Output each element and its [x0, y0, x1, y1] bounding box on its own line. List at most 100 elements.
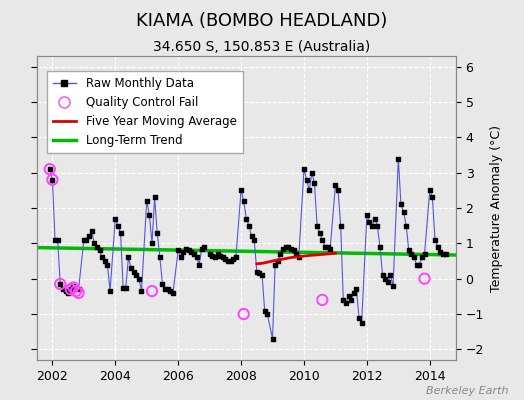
Point	[48, 176, 57, 183]
Point	[88, 228, 96, 234]
Point	[114, 222, 122, 229]
Point	[163, 286, 172, 292]
Point	[279, 246, 287, 252]
Point	[397, 201, 405, 208]
Point	[268, 336, 277, 342]
Point	[287, 246, 295, 252]
Point	[150, 194, 159, 200]
Point	[357, 320, 366, 326]
Point	[420, 251, 429, 257]
Point	[339, 297, 347, 303]
Point	[61, 288, 70, 294]
Point	[93, 244, 101, 250]
Point	[69, 284, 78, 291]
Point	[378, 272, 387, 278]
Point	[373, 222, 381, 229]
Point	[67, 286, 75, 292]
Point	[412, 261, 421, 268]
Point	[344, 293, 353, 300]
Point	[436, 249, 444, 255]
Point	[177, 254, 185, 261]
Point	[90, 240, 99, 246]
Point	[271, 261, 279, 268]
Legend: Raw Monthly Data, Quality Control Fail, Five Year Moving Average, Long-Term Tren: Raw Monthly Data, Quality Control Fail, …	[47, 71, 243, 152]
Point	[376, 244, 384, 250]
Point	[106, 288, 114, 294]
Point	[56, 281, 64, 287]
Point	[431, 237, 439, 243]
Point	[276, 251, 285, 257]
Point	[116, 230, 125, 236]
Point	[258, 272, 266, 278]
Point	[334, 187, 342, 194]
Point	[224, 258, 232, 264]
Point	[336, 222, 345, 229]
Point	[153, 230, 161, 236]
Point	[195, 261, 203, 268]
Point	[247, 233, 256, 240]
Point	[184, 247, 193, 254]
Y-axis label: Temperature Anomaly (°C): Temperature Anomaly (°C)	[489, 124, 503, 292]
Point	[250, 237, 258, 243]
Point	[166, 288, 174, 294]
Point	[415, 261, 423, 268]
Point	[46, 166, 54, 172]
Point	[213, 251, 222, 257]
Point	[253, 268, 261, 275]
Point	[323, 244, 332, 250]
Point	[67, 286, 75, 292]
Point	[302, 176, 311, 183]
Point	[425, 187, 434, 194]
Point	[355, 314, 363, 321]
Point	[331, 182, 340, 188]
Point	[53, 237, 62, 243]
Point	[182, 246, 190, 252]
Text: 34.650 S, 150.853 E (Australia): 34.650 S, 150.853 E (Australia)	[154, 40, 370, 54]
Point	[51, 237, 59, 243]
Point	[281, 244, 290, 250]
Point	[284, 244, 292, 250]
Point	[187, 249, 195, 255]
Point	[255, 270, 264, 276]
Point	[132, 272, 140, 278]
Point	[274, 258, 282, 264]
Point	[74, 290, 83, 296]
Point	[69, 282, 78, 289]
Point	[232, 254, 240, 261]
Point	[200, 244, 209, 250]
Point	[342, 300, 350, 307]
Point	[381, 276, 389, 282]
Point	[137, 288, 146, 294]
Point	[399, 208, 408, 215]
Point	[135, 276, 143, 282]
Point	[161, 286, 169, 292]
Point	[352, 286, 361, 292]
Point	[402, 222, 410, 229]
Point	[308, 170, 316, 176]
Point	[239, 311, 248, 317]
Point	[407, 251, 416, 257]
Point	[226, 258, 235, 264]
Point	[420, 276, 429, 282]
Point	[148, 240, 156, 246]
Point	[64, 290, 72, 296]
Point	[156, 254, 164, 261]
Point	[190, 251, 198, 257]
Point	[221, 256, 230, 262]
Point	[103, 261, 112, 268]
Point	[216, 252, 224, 259]
Point	[441, 251, 450, 257]
Point	[59, 286, 67, 292]
Point	[263, 311, 271, 317]
Point	[292, 251, 300, 257]
Point	[95, 247, 104, 254]
Point	[111, 216, 119, 222]
Point	[433, 244, 442, 250]
Point	[245, 222, 253, 229]
Point	[305, 187, 313, 194]
Point	[229, 256, 237, 262]
Point	[127, 265, 135, 271]
Point	[129, 268, 138, 275]
Point	[205, 251, 214, 257]
Point	[192, 254, 201, 261]
